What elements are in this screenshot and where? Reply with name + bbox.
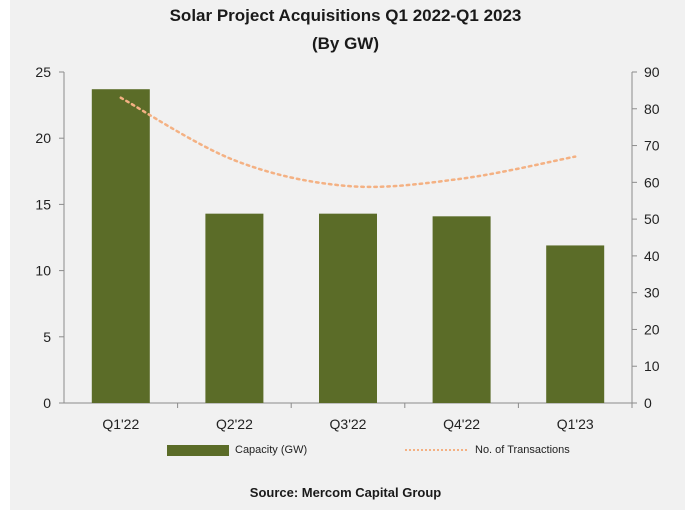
- legend-swatch-capacity: [167, 444, 229, 456]
- legend-label-capacity: Capacity (GW): [235, 444, 308, 456]
- y-right-tick-label: 80: [644, 101, 660, 117]
- y-left-tick-label: 25: [35, 64, 51, 80]
- legend-label-transactions: No. of Transactions: [475, 444, 570, 456]
- bar-q322: [319, 213, 377, 403]
- y-right-tick-label: 10: [644, 358, 660, 374]
- y-right-tick-label: 60: [644, 174, 660, 190]
- source-note: Source: Mercom Capital Group: [249, 485, 442, 500]
- bar-q422: [432, 216, 491, 403]
- legend-swatch-transactions: [405, 449, 467, 451]
- y-left-tick-label: 5: [43, 329, 51, 345]
- bar-q123: [546, 245, 605, 403]
- y-left-tick-label: 0: [43, 395, 51, 411]
- y-right-tick-label: 30: [644, 285, 660, 301]
- y-right-tick-label: 20: [644, 321, 660, 337]
- bar-q122: [91, 89, 150, 403]
- x-tick-label: Q3'22: [330, 416, 367, 432]
- y-left-tick-label: 15: [35, 196, 51, 212]
- x-tick-label: Q1'22: [102, 416, 139, 432]
- x-tick-label: Q4'22: [443, 416, 480, 432]
- y-right-tick-label: 40: [644, 248, 660, 264]
- y-left-tick-label: 10: [35, 263, 51, 279]
- y-right-tick-label: 90: [644, 64, 660, 80]
- y-right-tick-label: 0: [644, 395, 652, 411]
- chart-subtitle: (By GW): [311, 34, 380, 53]
- y-left-tick-label: 20: [35, 130, 51, 146]
- y-right-tick-label: 50: [644, 211, 660, 227]
- x-tick-label: Q1'23: [557, 416, 594, 432]
- x-tick-label: Q2'22: [216, 416, 253, 432]
- y-right-tick-label: 70: [644, 138, 660, 154]
- bar-q222: [205, 213, 264, 403]
- legend-item-capacity: Capacity (GW): [167, 444, 307, 456]
- transactions-line: [119, 96, 577, 189]
- chart-title: Solar Project Acquisitions Q1 2022-Q1 20…: [169, 6, 522, 25]
- legend-item-transactions: No. of Transactions: [405, 444, 570, 456]
